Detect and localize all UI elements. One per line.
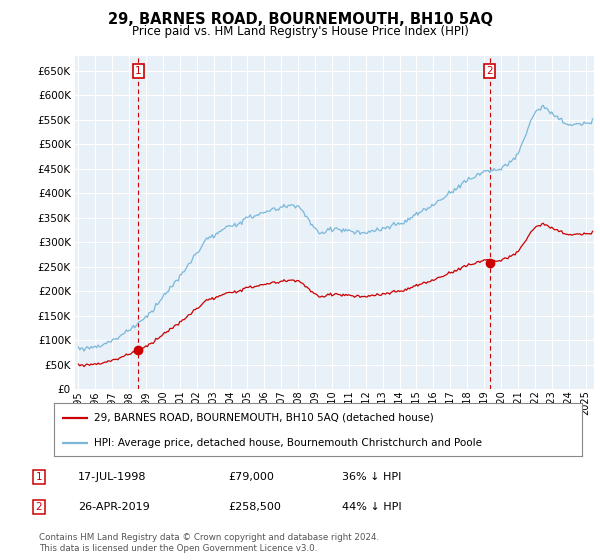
Text: 2: 2 [486, 66, 493, 76]
Text: 2: 2 [35, 502, 43, 512]
Text: 1: 1 [35, 472, 43, 482]
Text: 29, BARNES ROAD, BOURNEMOUTH, BH10 5AQ (detached house): 29, BARNES ROAD, BOURNEMOUTH, BH10 5AQ (… [94, 413, 433, 423]
Text: £258,500: £258,500 [228, 502, 281, 512]
Text: 44% ↓ HPI: 44% ↓ HPI [342, 502, 401, 512]
Text: 29, BARNES ROAD, BOURNEMOUTH, BH10 5AQ: 29, BARNES ROAD, BOURNEMOUTH, BH10 5AQ [107, 12, 493, 27]
Text: HPI: Average price, detached house, Bournemouth Christchurch and Poole: HPI: Average price, detached house, Bour… [94, 438, 482, 448]
Text: 1: 1 [135, 66, 142, 76]
Text: 36% ↓ HPI: 36% ↓ HPI [342, 472, 401, 482]
Text: £79,000: £79,000 [228, 472, 274, 482]
Text: Contains HM Land Registry data © Crown copyright and database right 2024.
This d: Contains HM Land Registry data © Crown c… [39, 533, 379, 553]
Text: 26-APR-2019: 26-APR-2019 [78, 502, 150, 512]
Text: 17-JUL-1998: 17-JUL-1998 [78, 472, 146, 482]
Text: Price paid vs. HM Land Registry's House Price Index (HPI): Price paid vs. HM Land Registry's House … [131, 25, 469, 38]
